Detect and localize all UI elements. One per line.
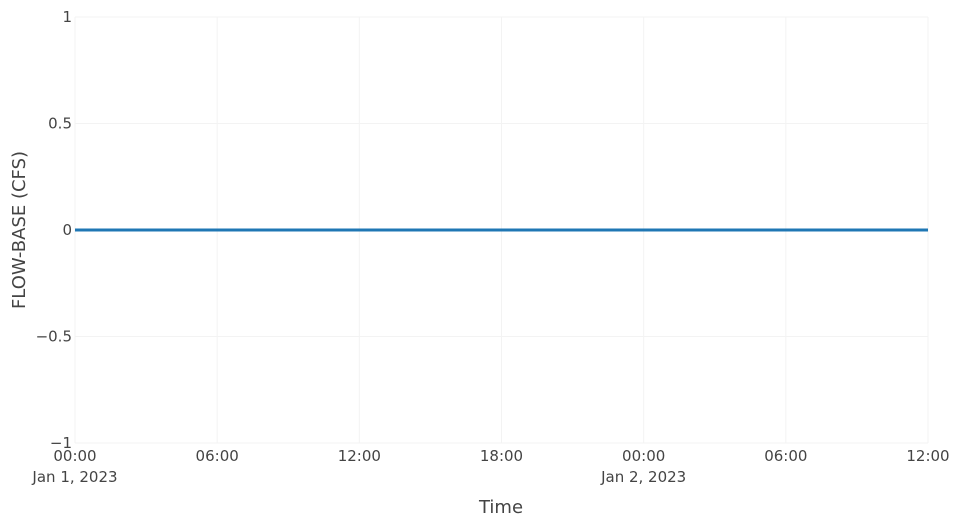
y-tick-label: 1 — [62, 8, 72, 26]
x-tick-date-label: Jan 1, 2023 — [31, 468, 117, 486]
x-tick-label: 18:00 — [480, 447, 523, 465]
x-tick-label: 00:00 — [53, 447, 96, 465]
y-axis-title: FLOW-BASE (CFS) — [9, 151, 30, 309]
x-tick-label: 06:00 — [196, 447, 239, 465]
y-tick-label: 0 — [62, 221, 72, 239]
x-tick-label: 06:00 — [764, 447, 807, 465]
x-tick-label: 00:00 — [622, 447, 665, 465]
x-tick-label: 12:00 — [906, 447, 949, 465]
y-tick-label: 0.5 — [48, 115, 72, 133]
y-tick-label: −1 — [50, 434, 72, 452]
x-tick-date-label: Jan 2, 2023 — [600, 468, 686, 486]
x-axis-ticks: 00:00 Jan 1, 2023 06:00 12:00 18:00 00:00 Jan … — [31, 447, 949, 486]
x-tick-label: 12:00 — [338, 447, 381, 465]
y-tick-label: −0.5 — [36, 328, 72, 346]
x-axis-title: Time — [478, 497, 523, 518]
y-axis-ticks: 1 0.5 0 −0.5 −1 — [36, 8, 72, 452]
